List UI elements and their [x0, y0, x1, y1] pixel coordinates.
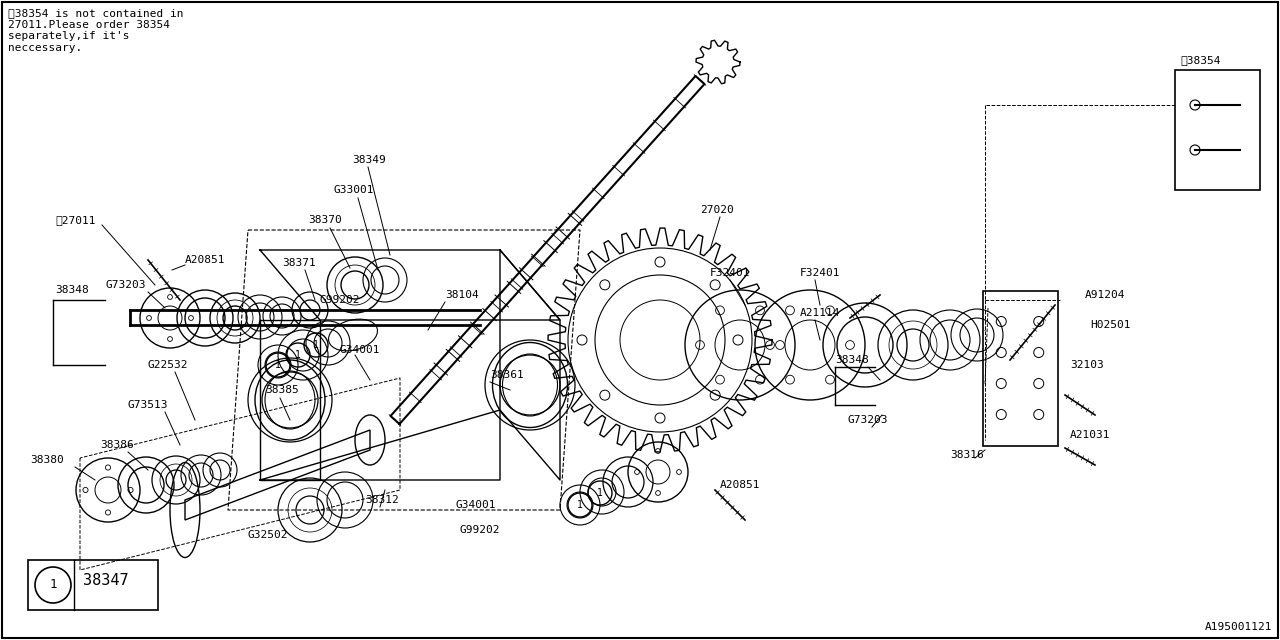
- Text: 38380: 38380: [29, 455, 64, 465]
- Text: 38348: 38348: [835, 355, 869, 365]
- Text: A20851: A20851: [186, 255, 225, 265]
- Text: A195001121: A195001121: [1204, 622, 1272, 632]
- Text: A91204: A91204: [1085, 290, 1125, 300]
- Text: 1: 1: [577, 500, 582, 510]
- Text: F32401: F32401: [710, 268, 750, 278]
- Text: G22532: G22532: [148, 360, 188, 370]
- Text: 38386: 38386: [100, 440, 133, 450]
- Text: G99202: G99202: [460, 525, 500, 535]
- Text: G73203: G73203: [105, 280, 146, 290]
- Text: 32103: 32103: [1070, 360, 1103, 370]
- Text: ※27011: ※27011: [55, 215, 96, 225]
- Text: 1: 1: [596, 488, 603, 498]
- Text: A21114: A21114: [800, 308, 841, 318]
- Text: 38316: 38316: [950, 450, 984, 460]
- Text: 1: 1: [314, 340, 319, 350]
- Text: 38385: 38385: [265, 385, 298, 395]
- Text: 1: 1: [275, 360, 280, 370]
- Text: ※38354 is not contained in
27011.Please order 38354
separately,if it's
neccessar: ※38354 is not contained in 27011.Please …: [8, 8, 183, 52]
- Text: G73203: G73203: [849, 415, 888, 425]
- Text: 38347: 38347: [83, 573, 128, 588]
- Text: F32401: F32401: [800, 268, 841, 278]
- Bar: [1175, 70, 1260, 190]
- Text: G34001: G34001: [454, 500, 495, 510]
- Text: G99202: G99202: [320, 295, 361, 305]
- Text: 38370: 38370: [308, 215, 342, 225]
- Text: G34001: G34001: [340, 345, 380, 355]
- Text: 38348: 38348: [55, 285, 88, 295]
- Text: 27020: 27020: [700, 205, 733, 215]
- Text: 38361: 38361: [490, 370, 524, 380]
- Text: 38371: 38371: [282, 258, 316, 268]
- Text: 38349: 38349: [352, 155, 385, 165]
- Text: 38312: 38312: [365, 495, 399, 505]
- Text: H02501: H02501: [1091, 320, 1130, 330]
- Text: G33001: G33001: [333, 185, 374, 195]
- Polygon shape: [186, 430, 370, 520]
- Text: 38104: 38104: [445, 290, 479, 300]
- Bar: [28, 560, 157, 610]
- Text: G32502: G32502: [248, 530, 288, 540]
- Text: A21031: A21031: [1070, 430, 1111, 440]
- Text: 1: 1: [49, 579, 56, 591]
- Text: G73513: G73513: [128, 400, 169, 410]
- Text: A20851: A20851: [719, 480, 760, 490]
- Text: ※38354: ※38354: [1180, 55, 1221, 65]
- Bar: [983, 291, 1057, 445]
- Text: 1: 1: [296, 350, 301, 360]
